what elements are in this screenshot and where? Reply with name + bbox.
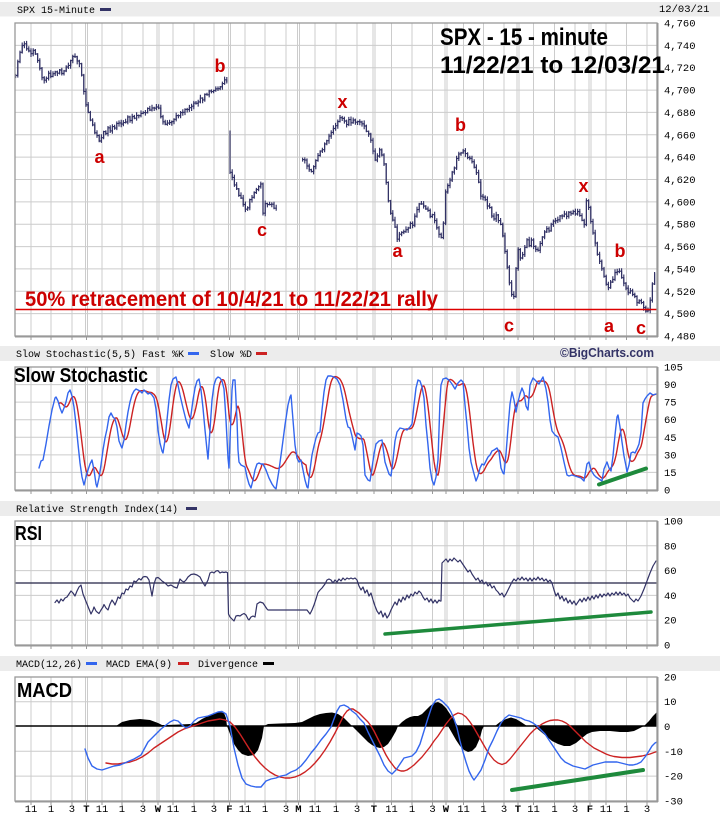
svg-text:90: 90	[664, 380, 677, 392]
svg-text:SPX - 15 - minute: SPX - 15 - minute	[440, 24, 608, 51]
svg-text:20: 20	[664, 672, 677, 684]
svg-text:60: 60	[664, 415, 677, 427]
svg-text:30: 30	[664, 450, 677, 462]
svg-text:RSI: RSI	[15, 523, 42, 545]
svg-text:T: T	[515, 804, 521, 816]
svg-text:c: c	[257, 220, 267, 240]
svg-text:1: 1	[623, 804, 629, 816]
svg-text:3: 3	[644, 804, 650, 816]
svg-text:3: 3	[69, 804, 75, 816]
svg-text:T: T	[371, 804, 377, 816]
svg-text:x: x	[578, 176, 588, 196]
svg-text:©BigCharts.com: ©BigCharts.com	[560, 345, 654, 360]
svg-text:4,520: 4,520	[664, 287, 696, 299]
svg-text:Divergence: Divergence	[198, 659, 258, 671]
svg-text:1: 1	[262, 804, 268, 816]
svg-text:1: 1	[551, 804, 557, 816]
svg-text:11: 11	[96, 804, 109, 816]
svg-text:a: a	[604, 316, 615, 336]
svg-text:0: 0	[664, 641, 670, 653]
svg-text:12/03/21: 12/03/21	[659, 4, 709, 16]
svg-text:1: 1	[480, 804, 486, 816]
svg-text:20: 20	[664, 616, 677, 628]
svg-text:4,740: 4,740	[664, 41, 696, 53]
svg-text:15: 15	[664, 468, 677, 480]
svg-text:11: 11	[385, 804, 398, 816]
svg-text:11/22/21 to 12/03/21: 11/22/21 to 12/03/21	[440, 52, 665, 79]
svg-text:b: b	[615, 241, 626, 261]
svg-text:4,560: 4,560	[664, 242, 696, 254]
svg-text:3: 3	[429, 804, 435, 816]
svg-text:60: 60	[664, 566, 677, 578]
svg-text:4,580: 4,580	[664, 220, 696, 232]
svg-text:11: 11	[527, 804, 540, 816]
svg-text:80: 80	[664, 541, 677, 553]
svg-text:F: F	[226, 804, 232, 816]
svg-text:0: 0	[664, 486, 670, 498]
svg-text:4,480: 4,480	[664, 332, 696, 344]
svg-text:4,660: 4,660	[664, 130, 696, 142]
svg-text:11: 11	[167, 804, 180, 816]
svg-text:1: 1	[333, 804, 339, 816]
svg-text:c: c	[636, 318, 646, 338]
svg-text:3: 3	[140, 804, 146, 816]
svg-text:SPX 15-Minute: SPX 15-Minute	[17, 5, 95, 17]
svg-text:10: 10	[664, 697, 677, 709]
svg-text:4,720: 4,720	[664, 63, 696, 75]
svg-text:105: 105	[664, 363, 683, 375]
svg-text:b: b	[215, 56, 226, 76]
svg-text:1: 1	[191, 804, 197, 816]
svg-text:-30: -30	[664, 796, 683, 808]
svg-text:MACD(12,26): MACD(12,26)	[16, 659, 82, 671]
svg-text:3: 3	[501, 804, 507, 816]
svg-text:3: 3	[572, 804, 578, 816]
svg-text:a: a	[94, 147, 105, 167]
svg-text:3: 3	[283, 804, 289, 816]
svg-text:W: W	[443, 804, 450, 816]
svg-text:MACD: MACD	[17, 680, 72, 702]
svg-text:4,680: 4,680	[664, 108, 696, 120]
svg-text:-10: -10	[664, 747, 683, 759]
svg-text:-20: -20	[664, 772, 683, 784]
svg-text:c: c	[504, 316, 514, 336]
svg-text:11: 11	[457, 804, 470, 816]
svg-text:4,600: 4,600	[664, 197, 696, 209]
svg-text:Slow Stochastic: Slow Stochastic	[14, 365, 148, 387]
svg-text:Relative Strength Index(14): Relative Strength Index(14)	[16, 504, 178, 516]
svg-text:T: T	[83, 804, 89, 816]
svg-text:F: F	[587, 804, 593, 816]
svg-text:4,700: 4,700	[664, 86, 696, 98]
svg-text:MACD EMA(9): MACD EMA(9)	[106, 659, 172, 671]
svg-text:1: 1	[119, 804, 125, 816]
svg-text:M: M	[295, 804, 301, 816]
svg-text:4,540: 4,540	[664, 264, 696, 276]
svg-text:Slow %D: Slow %D	[210, 349, 252, 361]
svg-text:11: 11	[25, 804, 38, 816]
svg-text:a: a	[392, 241, 403, 261]
svg-text:100: 100	[664, 517, 683, 529]
svg-text:b: b	[455, 115, 466, 135]
svg-text:4,620: 4,620	[664, 175, 696, 187]
svg-text:W: W	[155, 804, 162, 816]
svg-text:4,760: 4,760	[664, 19, 696, 31]
svg-text:Slow Stochastic(5,5) Fast %K: Slow Stochastic(5,5) Fast %K	[16, 349, 184, 361]
svg-text:75: 75	[664, 398, 677, 410]
svg-text:3: 3	[211, 804, 217, 816]
svg-text:4,500: 4,500	[664, 309, 696, 321]
svg-text:11: 11	[309, 804, 322, 816]
svg-text:1: 1	[48, 804, 54, 816]
svg-text:11: 11	[600, 804, 613, 816]
svg-text:11: 11	[239, 804, 252, 816]
svg-text:50% retracement of 10/4/21 to: 50% retracement of 10/4/21 to 11/22/21 r…	[25, 288, 438, 311]
svg-text:x: x	[337, 92, 347, 112]
svg-text:1: 1	[409, 804, 415, 816]
svg-text:0: 0	[664, 722, 670, 734]
svg-text:40: 40	[664, 591, 677, 603]
svg-text:45: 45	[664, 433, 677, 445]
svg-text:4,640: 4,640	[664, 153, 696, 165]
svg-text:3: 3	[354, 804, 360, 816]
